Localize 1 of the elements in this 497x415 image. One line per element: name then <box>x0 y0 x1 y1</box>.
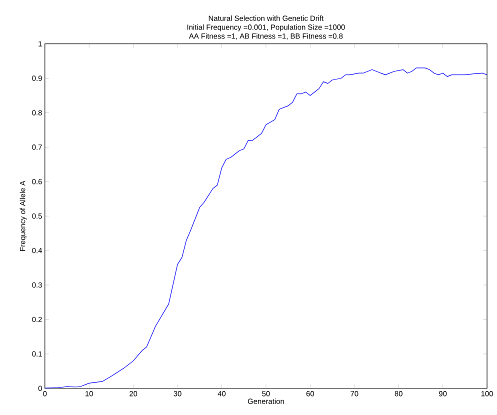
line-series <box>44 68 488 388</box>
